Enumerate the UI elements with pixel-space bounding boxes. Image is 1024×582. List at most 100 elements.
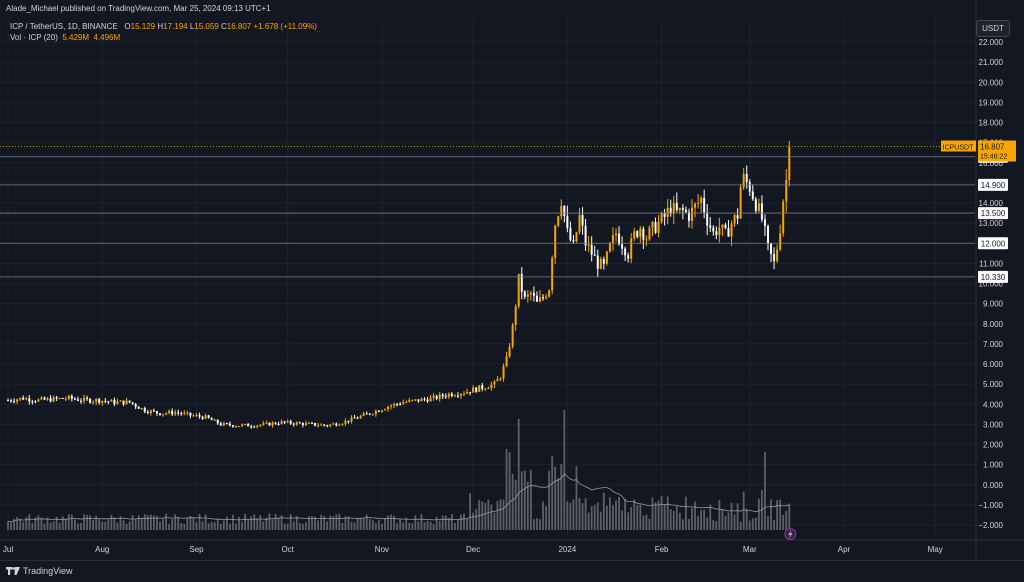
volume-bar bbox=[149, 514, 152, 530]
candle-body bbox=[681, 207, 684, 210]
volume-bar bbox=[320, 514, 323, 530]
candle-body bbox=[177, 412, 180, 414]
volume-bar bbox=[177, 517, 180, 530]
currency-button[interactable]: USDT bbox=[976, 20, 1010, 37]
candle-body bbox=[627, 255, 630, 259]
candle-body bbox=[459, 393, 462, 396]
price-tick-label: 2.000 bbox=[983, 441, 1004, 450]
volume-bar bbox=[520, 471, 523, 530]
volume-bar bbox=[301, 523, 304, 530]
price-tag-value: 16.807 bbox=[980, 143, 1005, 152]
volume-bar bbox=[627, 512, 630, 530]
candle-body bbox=[499, 378, 502, 380]
volume-bar bbox=[387, 515, 389, 530]
candle-body bbox=[739, 187, 742, 219]
volume-bar bbox=[317, 520, 319, 530]
volume-bar bbox=[751, 518, 754, 530]
candle-body bbox=[347, 420, 350, 422]
price-tick-label: 7.000 bbox=[983, 340, 1004, 349]
volume-bar bbox=[554, 467, 557, 530]
candle-body bbox=[89, 398, 92, 403]
volume-bar bbox=[685, 496, 687, 530]
candle-body bbox=[742, 173, 745, 188]
volume-bar bbox=[718, 500, 721, 530]
volume-bar bbox=[80, 522, 82, 530]
legend-low: 15.059 bbox=[194, 22, 219, 31]
candle-body bbox=[487, 388, 490, 390]
volume-bar bbox=[703, 509, 706, 530]
candle-body bbox=[697, 202, 700, 204]
volume-bar bbox=[444, 515, 447, 530]
volume-bar bbox=[374, 523, 377, 530]
candle-body bbox=[402, 402, 405, 405]
candle-body bbox=[748, 182, 751, 192]
volume-bar bbox=[678, 512, 681, 530]
candle-body bbox=[7, 400, 9, 402]
volume-bar bbox=[526, 481, 529, 530]
volume-bar bbox=[259, 515, 262, 530]
candle-body bbox=[694, 203, 697, 208]
volume-bar bbox=[721, 509, 724, 530]
price-tick-label: 8.000 bbox=[983, 320, 1004, 329]
candle-body bbox=[526, 294, 529, 297]
volume-bar bbox=[654, 502, 657, 530]
candle-body bbox=[180, 413, 183, 415]
candle-body bbox=[639, 228, 642, 237]
candle-body bbox=[201, 416, 204, 419]
legend-symbol[interactable]: ICP / TetherUS, 1D, BINANCE bbox=[10, 22, 118, 31]
volume-bar bbox=[475, 509, 478, 530]
candle-body bbox=[238, 425, 241, 427]
candle-body bbox=[548, 290, 551, 297]
volume-bar bbox=[332, 516, 335, 530]
candle-body bbox=[49, 398, 52, 402]
volume-bar bbox=[329, 515, 332, 530]
candle-body bbox=[34, 401, 37, 403]
candle-body bbox=[429, 397, 432, 402]
candle-body bbox=[718, 227, 721, 236]
legend-volume-label[interactable]: Vol · ICP (20) bbox=[10, 33, 58, 42]
candle-body bbox=[566, 215, 569, 229]
price-chart[interactable]: 22.00021.00020.00019.00018.00017.00016.0… bbox=[0, 0, 1024, 560]
volume-bar bbox=[730, 502, 733, 530]
candle-body bbox=[554, 225, 557, 258]
volume-bar bbox=[16, 517, 19, 530]
candle-body bbox=[715, 231, 718, 236]
volume-bar bbox=[235, 523, 237, 530]
candle-body bbox=[447, 393, 450, 397]
candle-body bbox=[140, 408, 143, 410]
volume-bar bbox=[73, 519, 76, 530]
volume-bar bbox=[536, 518, 538, 530]
candle-body bbox=[22, 397, 25, 400]
tradingview-logo[interactable]: TradingView bbox=[6, 566, 73, 576]
volume-bar bbox=[347, 516, 350, 530]
volume-bar bbox=[633, 499, 636, 530]
candle-body bbox=[256, 425, 259, 427]
volume-bar bbox=[262, 521, 265, 530]
volume-bar bbox=[31, 523, 34, 530]
volume-bar bbox=[283, 523, 286, 530]
candle-body bbox=[128, 400, 131, 403]
candle-body bbox=[356, 418, 359, 420]
volume-bar bbox=[514, 479, 517, 530]
candle-body bbox=[183, 412, 186, 414]
candle-body bbox=[724, 224, 727, 229]
candle-body bbox=[593, 254, 596, 256]
candle-body bbox=[280, 421, 283, 425]
candle-body bbox=[517, 273, 520, 307]
volume-bar bbox=[584, 498, 587, 530]
volume-bar bbox=[651, 497, 654, 530]
candle-body bbox=[712, 227, 715, 232]
volume-bar bbox=[566, 501, 569, 530]
candle-body bbox=[380, 410, 383, 412]
volume-bar bbox=[381, 523, 383, 530]
candle-body bbox=[353, 417, 356, 419]
candle-body bbox=[244, 423, 247, 425]
candle-body bbox=[472, 387, 475, 393]
volume-bar bbox=[517, 419, 520, 530]
volume-bar bbox=[569, 502, 572, 530]
candle-body bbox=[700, 197, 703, 203]
volume-bar bbox=[377, 519, 380, 530]
volume-bar bbox=[645, 514, 648, 530]
candle-body bbox=[113, 399, 116, 404]
volume-bar bbox=[64, 518, 67, 530]
